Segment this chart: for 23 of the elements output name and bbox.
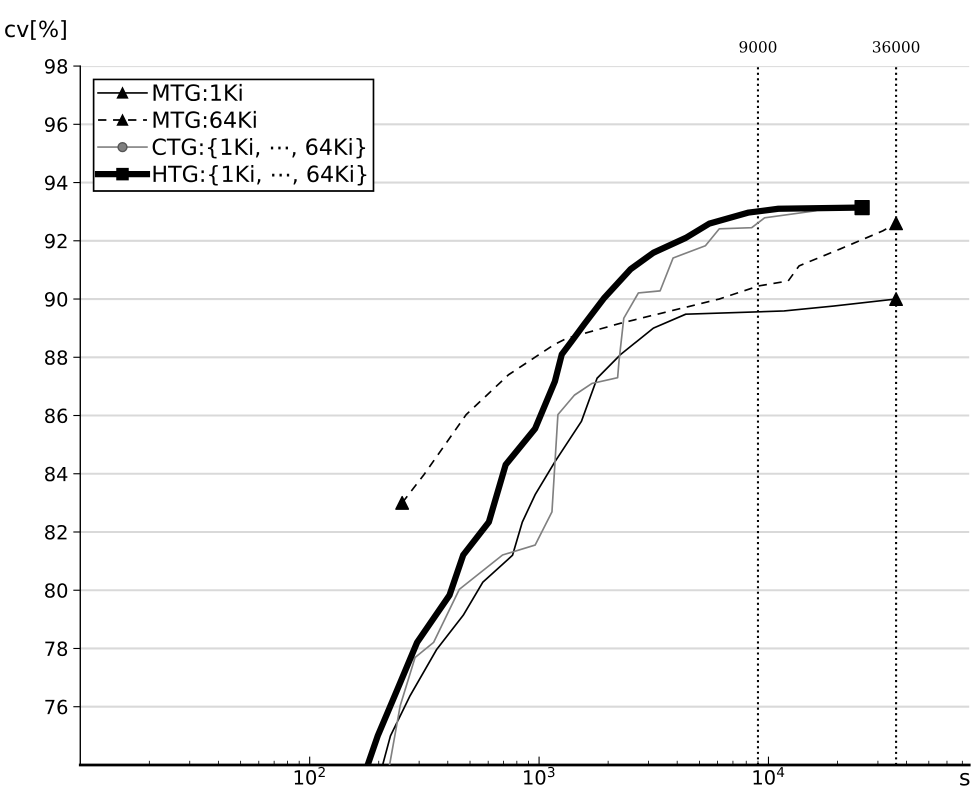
y-tick-label: 82 bbox=[45, 524, 67, 540]
y-tick-label: 90 bbox=[44, 292, 68, 307]
y-tick-label: 86 bbox=[45, 408, 68, 424]
y-tick-label: 94 bbox=[44, 176, 68, 190]
y-tick-label: 76 bbox=[45, 700, 68, 714]
y-tick-label: 98 bbox=[44, 59, 68, 74]
x-tick-label: 10$^{3}$ bbox=[524, 766, 554, 785]
y-tick-label: 88 bbox=[45, 350, 68, 365]
x-tick-label: 10$^{2}$ bbox=[294, 766, 325, 785]
legend-label: MTG:1Ki bbox=[154, 84, 242, 102]
ref-line-label: 9000 bbox=[739, 41, 776, 53]
y-tick-label: 84 bbox=[45, 466, 68, 482]
y-tick-label: 78 bbox=[45, 641, 68, 656]
y-tick-label: 80 bbox=[45, 583, 68, 598]
ref-line-label: 36000 bbox=[872, 41, 920, 53]
x-axis-title: s bbox=[960, 772, 970, 786]
legend-label: CTG:{1Ki, ⋯, 64Ki} bbox=[152, 138, 366, 158]
x-tick-label: 10$^{4}$ bbox=[753, 767, 784, 785]
y-tick-label: 96 bbox=[44, 117, 68, 132]
y-axis-title: cv[%] bbox=[5, 20, 66, 40]
legend-label: MTG:64Ki bbox=[154, 110, 256, 128]
legend-label: HTG:{1Ki, ⋯, 64Ki} bbox=[154, 165, 366, 186]
y-tick-label: 92 bbox=[44, 234, 67, 248]
